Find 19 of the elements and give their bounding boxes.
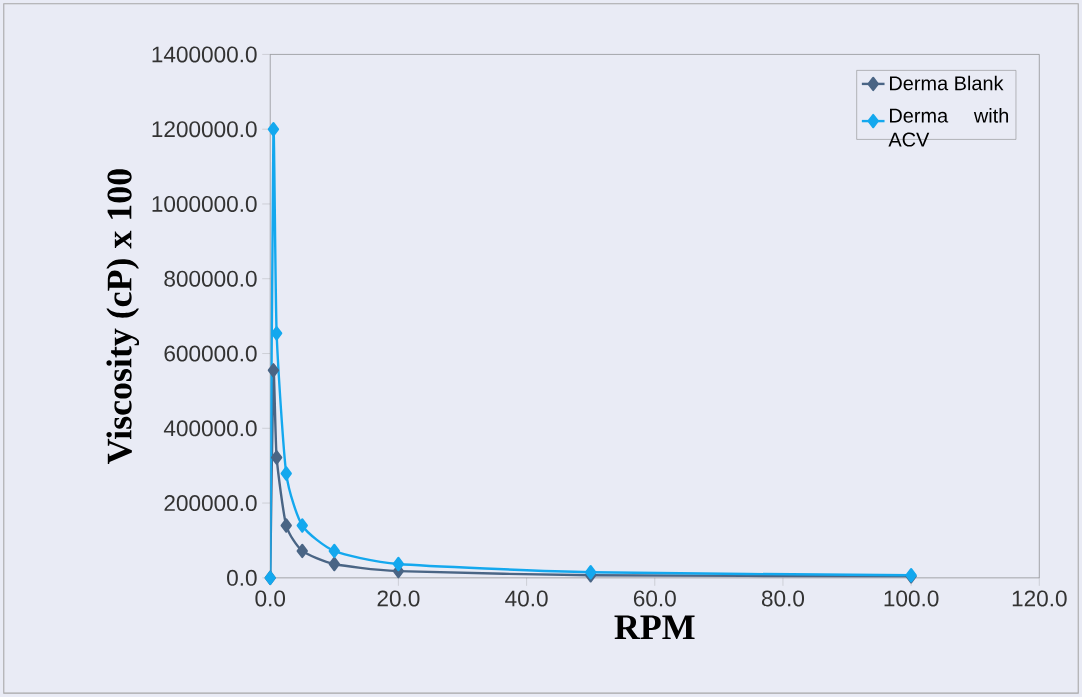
x-tick-label: 0.0	[255, 590, 286, 607]
y-tick-label: 1000000.0	[152, 196, 257, 213]
y-tick-label: 1200000.0	[152, 121, 257, 138]
x-tick-label: 100.0	[884, 590, 939, 607]
y-tick-label: 800000.0	[164, 270, 257, 287]
y-axis-title: Viscosity (cP) x 100	[106, 169, 140, 465]
x-tick-label: 120.0	[1012, 590, 1067, 607]
legend-label: Derma with ACV	[888, 108, 1009, 147]
x-tick-label: 80.0	[761, 590, 805, 607]
x-axis-title: RPM	[614, 615, 695, 640]
y-tick-label: 200000.0	[164, 495, 257, 512]
y-tick-label: 1400000.0	[152, 46, 257, 63]
legend-label: Derma Blank	[890, 75, 1004, 91]
x-tick-label: 40.0	[505, 590, 548, 607]
y-tick-label: 600000.0	[164, 345, 257, 362]
x-tick-label: 20.0	[377, 590, 420, 607]
y-tick-label: 0.0	[227, 569, 257, 586]
x-tick-label: 60.0	[633, 590, 676, 607]
y-tick-label: 400000.0	[163, 420, 257, 437]
